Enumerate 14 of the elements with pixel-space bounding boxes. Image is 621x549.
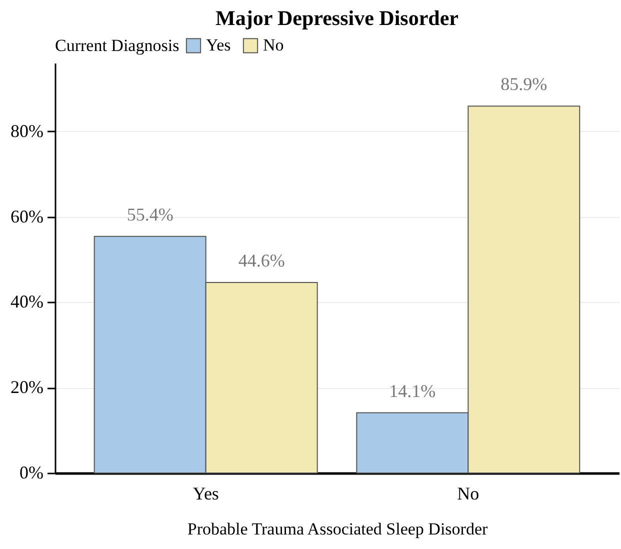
x-axis-title: Probable Trauma Associated Sleep Disorder bbox=[187, 520, 488, 538]
y-tick-label: 60% bbox=[10, 206, 44, 226]
y-tick-label: 40% bbox=[10, 292, 44, 312]
legend-label: No bbox=[263, 36, 284, 55]
chart-title: Major Depressive Disorder bbox=[216, 6, 458, 30]
legend-label: Yes bbox=[206, 36, 231, 55]
data-label: 44.6% bbox=[238, 250, 285, 271]
y-tick-label: 0% bbox=[20, 462, 44, 482]
y-tick-label: 80% bbox=[10, 120, 44, 141]
y-tick-label: 20% bbox=[10, 377, 44, 398]
data-label: 55.4% bbox=[126, 204, 174, 224]
legend-title: Current Diagnosis bbox=[55, 36, 180, 55]
data-label: 14.1% bbox=[389, 380, 436, 401]
data-label: 85.9% bbox=[500, 74, 548, 94]
